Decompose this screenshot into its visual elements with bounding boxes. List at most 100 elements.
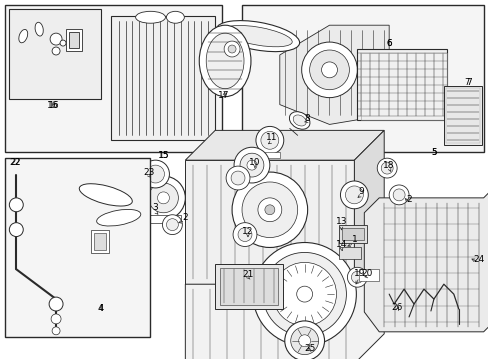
Text: 20: 20 [361,269,372,278]
Circle shape [296,286,312,302]
Text: 7: 7 [463,78,468,87]
Circle shape [376,158,396,178]
Ellipse shape [141,179,150,185]
Circle shape [246,160,256,170]
Circle shape [232,172,307,247]
Circle shape [51,314,61,324]
Circle shape [264,205,274,215]
Bar [357,49,446,121]
Circle shape [321,62,337,78]
Text: 24: 24 [472,255,483,264]
Circle shape [301,42,357,98]
Text: 2: 2 [182,213,188,222]
Ellipse shape [199,25,250,96]
Circle shape [52,327,60,335]
Circle shape [233,223,256,247]
Text: 16: 16 [48,101,58,110]
Text: 10: 10 [249,158,260,167]
Text: 11: 11 [265,133,277,142]
Circle shape [9,223,23,237]
Bar [342,228,364,239]
Circle shape [252,243,356,346]
Text: 21: 21 [242,270,253,279]
Circle shape [60,40,66,46]
Text: 9: 9 [358,188,364,197]
Circle shape [388,185,408,205]
Text: 3: 3 [152,203,158,212]
Circle shape [50,33,62,45]
Text: 6: 6 [386,39,391,48]
Circle shape [298,335,310,347]
Circle shape [242,182,297,238]
Bar [220,268,277,305]
Text: 18: 18 [383,161,394,170]
Bar [5,158,149,337]
Text: 15: 15 [158,151,168,160]
Text: 5: 5 [430,148,436,157]
Ellipse shape [223,26,292,47]
Circle shape [166,219,178,231]
Bar [260,152,279,158]
Circle shape [345,186,363,204]
Ellipse shape [19,30,28,43]
Circle shape [9,198,23,212]
Circle shape [224,41,240,57]
Circle shape [146,165,164,183]
Circle shape [309,50,349,90]
Ellipse shape [135,11,165,23]
Polygon shape [185,130,384,160]
Bar [91,230,108,253]
Circle shape [234,147,269,183]
Text: 26: 26 [390,302,402,311]
Polygon shape [279,25,388,125]
Ellipse shape [206,33,244,89]
Text: 2: 2 [406,195,411,204]
Circle shape [49,297,63,311]
Circle shape [227,45,236,53]
Ellipse shape [289,112,309,129]
Polygon shape [354,130,384,284]
Bar [443,86,481,145]
Circle shape [157,192,169,204]
Text: 25: 25 [304,344,315,353]
Ellipse shape [166,11,184,23]
Circle shape [290,327,318,355]
Text: 23: 23 [142,167,154,176]
Circle shape [263,252,346,336]
Text: 8: 8 [304,114,310,123]
Text: 4: 4 [98,305,103,314]
Ellipse shape [79,184,132,206]
Bar [339,225,366,243]
Circle shape [257,198,281,222]
Bar [215,264,282,309]
Circle shape [261,131,278,149]
Bar [111,16,215,140]
Text: 22: 22 [10,158,20,167]
Text: 17: 17 [218,91,229,100]
Ellipse shape [293,115,305,126]
Text: 6: 6 [386,39,391,48]
Circle shape [231,171,244,185]
Circle shape [346,267,366,287]
Circle shape [351,271,363,283]
Circle shape [142,176,185,220]
Text: 13: 13 [335,217,346,226]
Bar [145,215,181,223]
Circle shape [381,162,392,174]
Circle shape [240,153,264,177]
Circle shape [238,228,251,242]
Polygon shape [364,178,488,332]
Text: 5: 5 [430,148,436,157]
Bar [69,32,79,48]
Circle shape [284,321,324,360]
Circle shape [162,215,182,235]
Circle shape [255,126,283,154]
Ellipse shape [35,22,43,36]
Circle shape [340,181,367,209]
Ellipse shape [97,210,141,226]
Polygon shape [185,255,384,360]
Text: 19: 19 [353,269,365,278]
Circle shape [148,183,178,213]
Bar [339,247,361,260]
Polygon shape [185,160,354,284]
